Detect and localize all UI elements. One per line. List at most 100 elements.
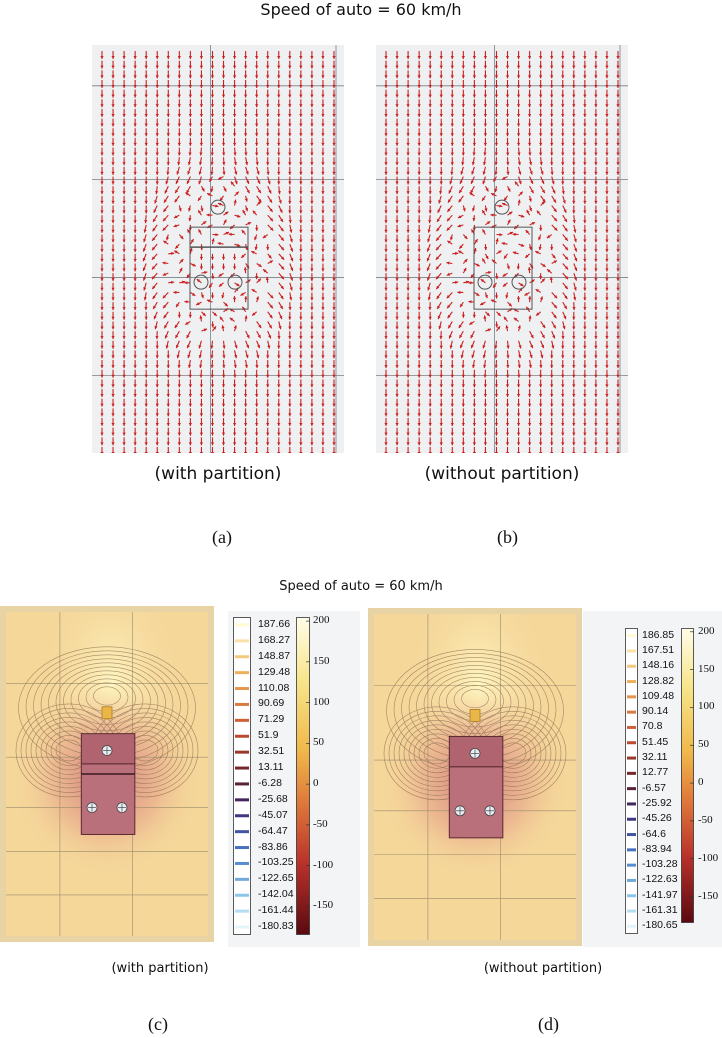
arrow-head [572, 220, 576, 224]
arrow-head [395, 113, 399, 117]
arrow-head [162, 261, 166, 265]
arrow-head [461, 65, 465, 69]
arrow-head [321, 336, 325, 340]
arrow-head [551, 345, 555, 349]
arrow-head [494, 56, 499, 59]
arrow-head [605, 171, 609, 175]
arrow-head [288, 345, 292, 349]
arrow-head [144, 210, 148, 214]
arrow-head [211, 238, 215, 242]
contour-line [438, 677, 512, 728]
arrow-head [583, 113, 587, 117]
arrow-head [133, 432, 137, 436]
arrow-head [255, 227, 259, 231]
arrow-head [395, 316, 399, 320]
arrow-head [494, 442, 499, 446]
arrow-head [155, 65, 159, 69]
arrow-head [594, 316, 598, 320]
arrow-head [310, 152, 314, 156]
arrow-head [175, 189, 179, 194]
arrow-head [310, 287, 314, 291]
arrow-head [594, 384, 598, 388]
arrow-head [518, 354, 522, 359]
arrow-head [583, 413, 587, 417]
arrow-head [277, 133, 281, 137]
arrow-head [176, 354, 180, 359]
arrow-head [494, 295, 499, 299]
arrow-head [144, 142, 148, 146]
arrow-head [616, 65, 620, 69]
arrow-head [417, 152, 421, 156]
arrow-head [232, 142, 237, 146]
arrow-head [144, 413, 148, 417]
arrow-head [321, 171, 325, 175]
arrow-head [384, 336, 388, 340]
arrow-head [177, 442, 181, 446]
arrow-head [461, 113, 465, 117]
arrow-head [605, 133, 609, 137]
arrow-head [539, 394, 543, 398]
arrow-head [266, 94, 270, 98]
arrow-head [155, 442, 159, 446]
arrow-head [144, 403, 148, 407]
arrow-head [232, 65, 237, 69]
arrow-head [616, 336, 620, 340]
arrow-head [428, 365, 432, 369]
arrow-head [471, 161, 475, 166]
arrow-head [100, 403, 104, 407]
arrow-head [505, 142, 510, 146]
arrow-head [155, 162, 159, 166]
arrow-head [257, 201, 261, 205]
contour-level-label: 90.69 [258, 697, 285, 710]
rear-compartment [80, 763, 136, 835]
arrow-head [152, 295, 156, 300]
arrow-head [447, 304, 451, 309]
arrow-head [332, 403, 336, 407]
arrow-head [583, 249, 587, 253]
arrow-head [550, 394, 554, 398]
arrow-head [321, 287, 325, 291]
arrow-head [321, 239, 325, 243]
arrow-head [550, 442, 554, 446]
arrow-head [406, 432, 410, 436]
arrow-head [583, 336, 587, 340]
arrow-head [583, 220, 587, 224]
arrow-head [244, 432, 248, 436]
arrow-head [472, 133, 476, 137]
arrow-head [133, 181, 137, 185]
contour-level-swatch [235, 702, 249, 706]
arrow-head [210, 56, 215, 59]
arrow-head [255, 452, 259, 453]
arrow-head [594, 75, 598, 79]
arrow-head [155, 123, 159, 127]
arrow-head [100, 413, 104, 417]
vehicle-outline [473, 199, 533, 310]
arrow-head [384, 403, 388, 407]
arrow-head [417, 336, 421, 340]
arrow-head [455, 251, 459, 256]
arrow-head [516, 104, 521, 108]
arrow-head [504, 255, 508, 259]
arrow-head [244, 94, 248, 98]
arrow-head [188, 452, 192, 453]
arrow-head [594, 171, 598, 175]
arrow-head [255, 142, 259, 146]
arrow-head [594, 307, 598, 311]
contour-level-swatch [235, 909, 249, 913]
arrow-head [461, 394, 465, 398]
arrow-head [483, 75, 488, 79]
arrow-head [133, 152, 137, 156]
arrow-head [528, 113, 532, 117]
arrow-head [583, 171, 587, 175]
arrow-head [266, 413, 270, 417]
arrow-head [222, 152, 226, 156]
arrow-head [594, 56, 598, 59]
arrow-head [528, 198, 532, 202]
arrow-head [144, 152, 148, 156]
arrow-head [310, 432, 314, 436]
arrow-head [187, 161, 191, 166]
arrow-head [165, 236, 170, 241]
arrow-head [210, 104, 215, 108]
arrow-head [266, 65, 270, 69]
arrow-head [428, 326, 432, 330]
